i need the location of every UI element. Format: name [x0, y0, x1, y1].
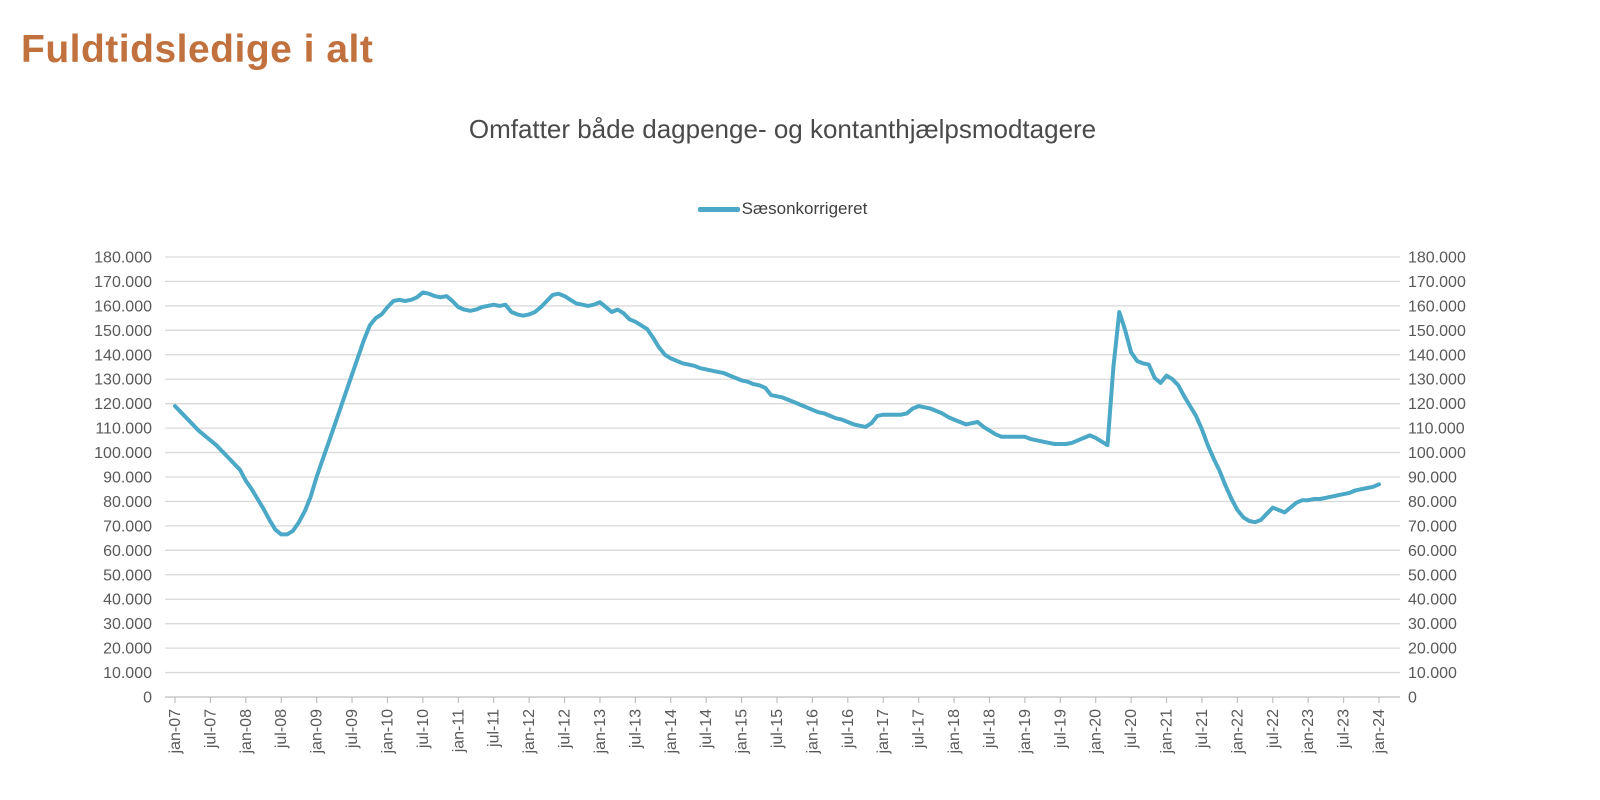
x-axis-label: jan-13 — [592, 709, 609, 755]
x-axis-label: jul-17 — [911, 709, 928, 749]
y-axis-label-right: 80.000 — [1408, 494, 1457, 511]
y-axis-label-right: 110.000 — [1408, 421, 1465, 438]
y-axis-label-right: 0 — [1408, 690, 1417, 707]
y-axis-label-left: 30.000 — [103, 616, 152, 633]
y-axis-label-right: 90.000 — [1408, 470, 1457, 487]
x-axis-label: jul-18 — [981, 709, 998, 749]
y-axis-label-left: 110.000 — [95, 421, 152, 438]
y-axis-label-left: 170.000 — [94, 274, 152, 291]
x-axis-label: jan-23 — [1300, 709, 1317, 755]
y-axis-label-left: 90.000 — [103, 470, 152, 487]
y-axis-label-left: 130.000 — [94, 372, 152, 389]
y-axis-label-left: 80.000 — [103, 494, 152, 511]
x-axis-label: jan-17 — [875, 709, 892, 755]
y-axis-label-left: 150.000 — [94, 323, 152, 340]
page-title: Fuldtidsledige i alt — [21, 28, 374, 71]
x-axis-label: jan-18 — [946, 709, 963, 755]
x-axis-label: jul-08 — [273, 709, 290, 749]
y-axis-label-left: 20.000 — [103, 641, 152, 658]
x-axis-label: jul-14 — [698, 709, 715, 749]
x-axis-label: jan-20 — [1088, 709, 1105, 755]
legend-label: Sæsonkorrigeret — [741, 199, 868, 218]
x-axis-label: jan-22 — [1229, 709, 1246, 755]
x-axis-label: jan-12 — [521, 709, 538, 755]
x-axis-label: jan-11 — [450, 709, 467, 753]
y-axis-label-right: 160.000 — [1408, 298, 1466, 315]
x-axis-label: jul-15 — [769, 709, 786, 749]
x-axis-label: jul-12 — [557, 709, 574, 749]
y-axis-label-right: 150.000 — [1408, 323, 1466, 340]
y-axis-label-right: 40.000 — [1408, 592, 1457, 609]
x-axis-label: jul-07 — [202, 709, 219, 749]
legend-line-swatch — [697, 206, 740, 212]
x-axis-label: jul-10 — [415, 709, 432, 749]
y-axis-label-left: 120.000 — [94, 396, 152, 413]
x-axis-label: jul-16 — [840, 709, 857, 749]
y-axis-label-right: 140.000 — [1408, 347, 1466, 364]
x-axis-label: jan-07 — [167, 709, 184, 755]
legend: Sæsonkorrigeret — [165, 197, 1400, 221]
y-axis-label-right: 170.000 — [1408, 274, 1466, 291]
x-axis-label: jan-09 — [309, 709, 326, 755]
y-axis-label-left: 140.000 — [94, 347, 152, 364]
series-line-saesonkorrigeret — [173, 290, 1381, 537]
x-axis-label: jul-09 — [344, 709, 361, 749]
x-axis-label: jul-11 — [486, 709, 503, 748]
x-axis-label: jul-20 — [1123, 709, 1140, 749]
y-axis-label-left: 60.000 — [103, 543, 152, 560]
y-axis-label-right: 70.000 — [1408, 518, 1457, 535]
y-axis-label-left: 70.000 — [103, 518, 152, 535]
x-axis-label: jan-19 — [1017, 709, 1034, 755]
chart-title: Omfatter både dagpenge- og kontanthjælps… — [468, 114, 1097, 144]
y-axis-label-left: 180.000 — [94, 250, 152, 267]
x-axis-label: jan-24 — [1371, 709, 1388, 755]
y-axis-label-right: 120.000 — [1408, 396, 1466, 413]
y-axis-label-right: 60.000 — [1408, 543, 1457, 560]
y-axis-label-right: 30.000 — [1408, 616, 1457, 633]
x-axis-label: jul-13 — [627, 709, 644, 749]
x-axis-label: jan-16 — [804, 709, 821, 755]
x-axis-label: jan-15 — [734, 709, 751, 755]
y-axis-label-left: 40.000 — [103, 592, 152, 609]
x-axis-label: jan-08 — [238, 709, 255, 755]
x-axis-label: jul-19 — [1052, 709, 1069, 749]
x-axis-label: jan-21 — [1159, 709, 1176, 755]
y-axis-label-left: 100.000 — [94, 445, 152, 462]
y-axis-label-right: 10.000 — [1408, 665, 1457, 682]
x-axis-label: jul-22 — [1265, 709, 1282, 749]
y-axis-label-right: 100.000 — [1408, 445, 1466, 462]
x-axis-label: jan-10 — [379, 709, 396, 755]
y-axis-label-left: 0 — [143, 690, 152, 707]
y-axis-label-right: 50.000 — [1408, 567, 1457, 584]
y-axis-label-right: 20.000 — [1408, 641, 1457, 658]
x-axis-label: jan-14 — [663, 709, 680, 755]
y-axis-label-left: 10.000 — [103, 665, 152, 682]
x-axis-label: jul-21 — [1194, 709, 1211, 749]
y-axis-label-right: 130.000 — [1408, 372, 1466, 389]
y-axis-label-right: 180.000 — [1408, 250, 1466, 267]
x-axis-label: jul-23 — [1336, 709, 1353, 749]
y-axis-label-left: 50.000 — [103, 567, 152, 584]
y-axis-label-left: 160.000 — [94, 298, 152, 315]
